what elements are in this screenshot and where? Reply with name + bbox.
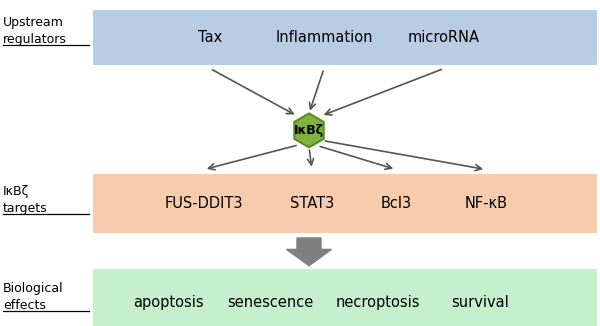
Text: Biological
effects: Biological effects [3, 282, 64, 312]
FancyArrow shape [287, 238, 331, 266]
Text: NF-κB: NF-κB [464, 196, 508, 211]
Text: STAT3: STAT3 [290, 196, 334, 211]
Text: necroptosis: necroptosis [336, 295, 420, 310]
Bar [93, 269, 597, 326]
Text: senescence: senescence [227, 295, 313, 310]
Text: Inflammation: Inflammation [275, 30, 373, 45]
Text: IκBζ
targets: IκBζ targets [3, 185, 47, 215]
Polygon shape [295, 113, 323, 147]
Text: microRNA: microRNA [408, 30, 480, 45]
Text: Upstream
regulators: Upstream regulators [3, 16, 67, 46]
Text: survival: survival [451, 295, 509, 310]
Text: FUS-DDIT3: FUS-DDIT3 [165, 196, 243, 211]
Bar [93, 174, 597, 233]
Text: Bcl3: Bcl3 [380, 196, 412, 211]
Bar [93, 10, 597, 65]
Text: Tax: Tax [198, 30, 222, 45]
Text: apoptosis: apoptosis [133, 295, 203, 310]
Text: IκBζ: IκBζ [294, 124, 324, 137]
